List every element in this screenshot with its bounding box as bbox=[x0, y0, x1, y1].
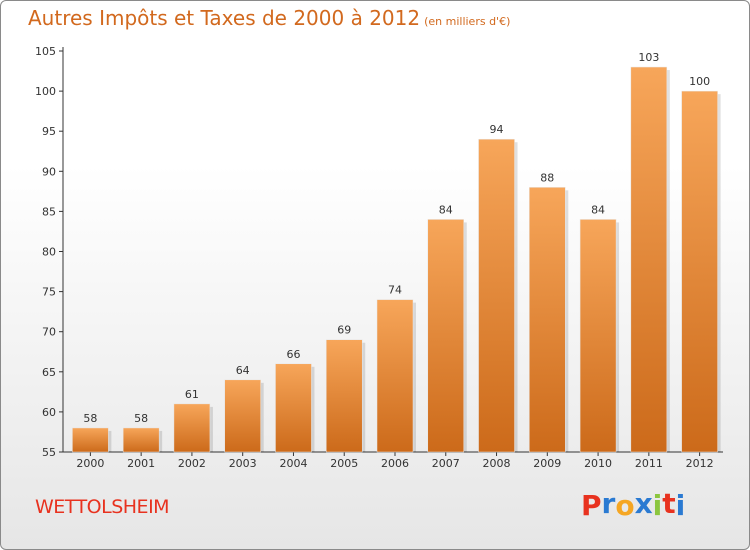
data-label: 58 bbox=[83, 412, 97, 425]
y-tick-label: 95 bbox=[42, 125, 56, 138]
x-tick-label: 2003 bbox=[229, 457, 257, 470]
data-label: 84 bbox=[439, 203, 453, 216]
data-label: 69 bbox=[337, 324, 351, 337]
x-tick-label: 2004 bbox=[279, 457, 307, 470]
x-tick-label: 2007 bbox=[432, 457, 460, 470]
y-tick-label: 65 bbox=[42, 366, 56, 379]
x-tick-label: 2002 bbox=[178, 457, 206, 470]
y-tick-label: 60 bbox=[42, 406, 56, 419]
bar bbox=[173, 403, 211, 453]
y-tick-label: 55 bbox=[42, 446, 56, 459]
x-tick-label: 2001 bbox=[127, 457, 155, 470]
commune-name: WETTOLSHEIM bbox=[35, 496, 170, 518]
x-tick-label: 2000 bbox=[76, 457, 104, 470]
x-tick-label: 2009 bbox=[533, 457, 561, 470]
bar bbox=[72, 427, 109, 453]
y-tick-label: 80 bbox=[42, 246, 56, 259]
bar bbox=[630, 66, 668, 453]
bar bbox=[275, 363, 312, 453]
data-label: 58 bbox=[134, 412, 148, 425]
x-tick-label: 2010 bbox=[584, 457, 612, 470]
bar bbox=[478, 138, 515, 453]
data-label: 100 bbox=[689, 75, 710, 88]
bar bbox=[376, 299, 414, 453]
logo-letter: t bbox=[662, 487, 676, 520]
bar bbox=[427, 219, 465, 453]
x-tick-label: 2005 bbox=[330, 457, 358, 470]
data-label: 61 bbox=[185, 388, 199, 401]
data-label: 84 bbox=[591, 203, 605, 216]
logo-letter: x bbox=[634, 487, 653, 520]
logo-letter: i bbox=[652, 489, 663, 522]
bar bbox=[579, 219, 617, 453]
y-tick-label: 70 bbox=[42, 326, 56, 339]
data-label: 66 bbox=[286, 348, 300, 361]
chart-title-text: Autres Impôts et Taxes de 2000 à 2012 bbox=[28, 6, 421, 30]
chart-title: Autres Impôts et Taxes de 2000 à 2012 (en… bbox=[28, 6, 510, 30]
logo-letter: r bbox=[601, 487, 616, 520]
y-tick-label: 105 bbox=[35, 45, 56, 58]
bar bbox=[681, 90, 718, 453]
bar bbox=[122, 427, 160, 453]
x-tick-label: 2006 bbox=[381, 457, 409, 470]
bar bbox=[224, 379, 261, 453]
x-tick-label: 2012 bbox=[686, 457, 714, 470]
y-tick-label: 85 bbox=[42, 205, 56, 218]
data-label: 103 bbox=[638, 51, 659, 64]
y-tick-label: 75 bbox=[42, 286, 56, 299]
x-tick-label: 2008 bbox=[483, 457, 511, 470]
logo-letter: o bbox=[615, 489, 635, 522]
data-label: 64 bbox=[236, 364, 250, 377]
data-label: 94 bbox=[490, 123, 504, 136]
bar bbox=[529, 187, 566, 453]
y-tick-label: 90 bbox=[42, 165, 56, 178]
proxiti-logo: Proxiti bbox=[581, 487, 686, 522]
logo-letter: i bbox=[675, 489, 686, 522]
data-label: 74 bbox=[388, 284, 402, 297]
logo-letter: P bbox=[581, 489, 602, 522]
y-tick-label: 100 bbox=[35, 85, 56, 98]
x-tick-label: 2011 bbox=[635, 457, 663, 470]
bar bbox=[325, 339, 363, 453]
chart-subtitle: (en milliers d'€) bbox=[424, 15, 511, 28]
data-label: 88 bbox=[540, 171, 554, 184]
